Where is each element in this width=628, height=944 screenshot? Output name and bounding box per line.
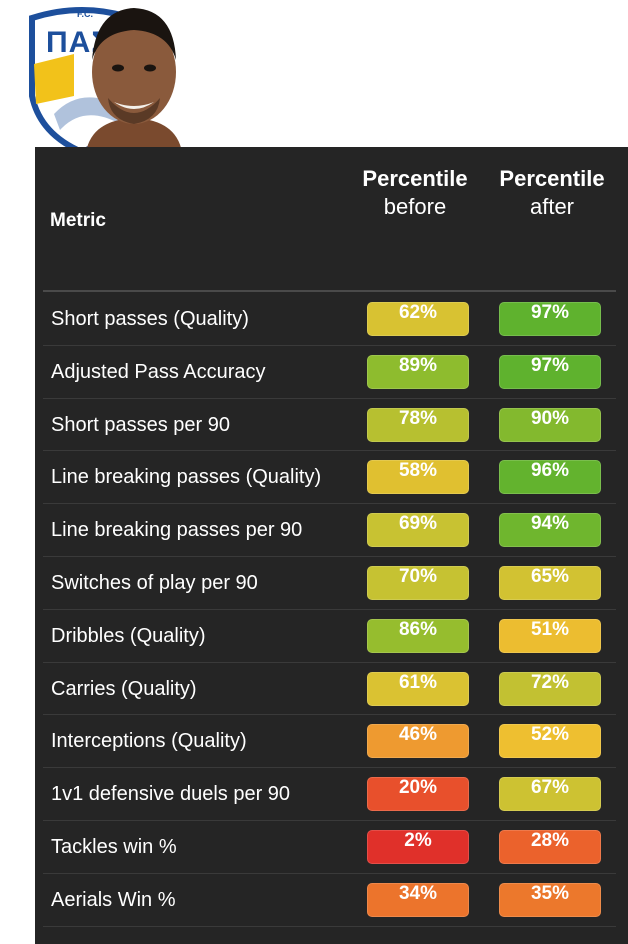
percentile-before-badge: 58% (367, 460, 469, 495)
percentile-before-badge: 61% (367, 671, 469, 706)
metric-label: Dribbles (Quality) (51, 624, 206, 647)
percentile-after-badge: 72% (499, 671, 601, 706)
percentile-before-badge: 89% (367, 354, 469, 389)
crest-fc-text: F.C. (77, 9, 94, 19)
table-row: 1v1 defensive duels per 90 20% 67% (43, 768, 616, 821)
metric-label: Aerials Win % (51, 888, 176, 911)
player-photo (78, 2, 190, 152)
percentile-after-badge: 52% (499, 724, 601, 759)
percentile-after-badge: 94% (499, 513, 601, 548)
percentile-before-badge: 2% (367, 829, 469, 864)
table-row: Carries (Quality) 61% 72% (43, 663, 616, 716)
column-header-after-title: Percentile (499, 166, 605, 191)
metric-label: Line breaking passes per 90 (51, 519, 303, 542)
table-row: Switches of play per 90 70% 65% (43, 557, 616, 610)
table-row: Short passes per 90 78% 90% (43, 399, 616, 452)
metric-label: Switches of play per 90 (51, 571, 258, 594)
metric-label: Interceptions (Quality) (51, 730, 247, 753)
column-header-metric: Metric (50, 210, 106, 231)
table-row: Dribbles (Quality) 86% 51% (43, 610, 616, 663)
table-row: Tackles win % 2% 28% (43, 821, 616, 874)
percentile-after-badge: 51% (499, 618, 601, 653)
metric-rows: Short passes (Quality) 62% 97% Adjusted … (43, 293, 616, 927)
percentile-after-badge: 96% (499, 460, 601, 495)
percentile-after-badge: 65% (499, 565, 601, 600)
header-divider (43, 290, 616, 292)
metric-label: 1v1 defensive duels per 90 (51, 783, 291, 806)
percentile-before-badge: 78% (367, 407, 469, 442)
metric-label: Tackles win % (51, 835, 177, 858)
percentile-after-badge: 35% (499, 882, 601, 917)
percentile-before-badge: 62% (367, 302, 469, 336)
column-header-before-sub: before (383, 194, 447, 219)
percentile-before-badge: 69% (367, 513, 469, 548)
percentile-after-badge: 97% (499, 302, 601, 336)
percentile-after-badge: 97% (499, 354, 601, 389)
percentile-before-badge: 86% (367, 618, 469, 653)
table-row: Short passes (Quality) 62% 97% (43, 293, 616, 346)
percentile-before-badge: 70% (367, 565, 469, 600)
metric-label: Short passes per 90 (51, 413, 230, 436)
percentile-after-badge: 90% (499, 407, 601, 442)
table-row: Interceptions (Quality) 46% 52% (43, 715, 616, 769)
metric-label: Carries (Quality) (51, 677, 197, 700)
column-header-percentile-after: Percentile after (482, 165, 622, 221)
player-face-image (86, 8, 182, 152)
metric-label: Line breaking passes (Quality) (51, 466, 322, 489)
metrics-table: Metric Percentile before Percentile afte… (35, 147, 628, 944)
column-header-before-title: Percentile (362, 166, 468, 191)
table-row: Line breaking passes per 90 69% 94% (43, 504, 616, 557)
column-header-after-sub: after (529, 194, 575, 219)
table-row: Aerials Win % 34% 35% (43, 874, 616, 927)
column-header-percentile-before: Percentile before (345, 165, 485, 221)
table-row: Line breaking passes (Quality) 58% 96% (43, 451, 616, 505)
percentile-before-badge: 34% (367, 882, 469, 917)
percentile-before-badge: 20% (367, 777, 469, 812)
metric-label: Short passes (Quality) (51, 308, 249, 330)
percentile-after-badge: 28% (499, 829, 601, 864)
table-row: Adjusted Pass Accuracy 89% 97% (43, 346, 616, 399)
percentile-after-badge: 67% (499, 777, 601, 812)
metric-label: Adjusted Pass Accuracy (51, 360, 266, 383)
percentile-before-badge: 46% (367, 724, 469, 759)
